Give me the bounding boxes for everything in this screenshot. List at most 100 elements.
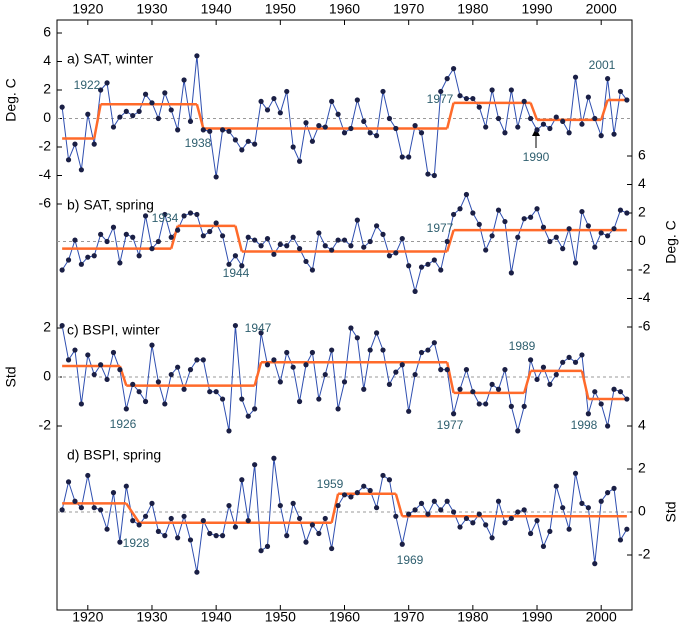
data-point	[444, 367, 450, 373]
annotation: 1934	[152, 211, 179, 225]
data-point	[483, 247, 489, 253]
data-point	[59, 507, 65, 513]
data-point	[187, 367, 194, 373]
data-point	[547, 238, 553, 245]
data-point	[252, 406, 258, 412]
data-point	[585, 223, 591, 229]
data-point	[187, 210, 194, 216]
data-point	[187, 118, 194, 124]
regime-shift	[92, 104, 102, 139]
data-point	[495, 386, 502, 392]
data-point	[200, 357, 206, 363]
data-point	[264, 362, 271, 368]
data-point	[457, 93, 463, 99]
x-tick-label-top: 1970	[393, 1, 424, 17]
data-point	[431, 498, 437, 504]
data-point	[450, 411, 457, 417]
regime-shift	[600, 99, 609, 121]
annotation: 1938	[185, 136, 212, 150]
y-tick-label: 6	[43, 24, 51, 40]
data-point	[335, 502, 341, 509]
data-point	[470, 389, 476, 395]
data-point	[258, 98, 264, 104]
series-line	[61, 325, 628, 433]
data-point	[168, 107, 174, 113]
y-tick-label: -2	[638, 546, 651, 562]
data-point	[239, 147, 245, 153]
y-tick-label: -6	[638, 318, 651, 334]
data-point	[117, 367, 123, 373]
data-point	[348, 494, 354, 500]
data-point	[354, 97, 360, 103]
data-point	[130, 234, 136, 240]
data-point	[245, 234, 251, 240]
data-point	[98, 507, 104, 513]
data-point	[579, 352, 585, 358]
data-point	[277, 502, 283, 509]
y-axis-label: Deg. C	[3, 78, 19, 122]
data-point	[271, 357, 277, 363]
data-point	[162, 533, 168, 539]
data-point	[264, 543, 271, 550]
data-point	[130, 381, 136, 387]
data-point	[560, 359, 566, 365]
data-point	[59, 322, 65, 329]
data-point	[226, 128, 232, 134]
data-point	[354, 217, 360, 223]
data-point	[104, 80, 110, 86]
data-point	[418, 130, 425, 136]
y-tick-label: -2	[39, 138, 52, 154]
data-point	[98, 87, 104, 93]
data-point	[418, 264, 425, 270]
data-point	[155, 238, 161, 245]
data-point	[572, 359, 579, 365]
x-tick-label-bottom: 1970	[393, 609, 424, 623]
data-point	[98, 362, 104, 368]
data-point	[245, 138, 251, 144]
data-point	[232, 253, 239, 259]
panel-title: d) BSPI, spring	[67, 447, 161, 463]
data-point	[418, 500, 425, 506]
data-point	[168, 515, 174, 522]
annotation: 1977	[427, 221, 454, 235]
panel-title: b) SAT, spring	[67, 197, 154, 213]
data-point	[521, 507, 527, 513]
data-point	[175, 364, 181, 370]
data-point	[155, 115, 161, 122]
data-point	[579, 121, 585, 127]
annotation: 1977	[437, 418, 464, 432]
data-point	[438, 267, 444, 273]
x-tick-label-top: 2000	[586, 1, 617, 17]
data-point	[585, 411, 591, 417]
x-tick-label-top: 1980	[457, 1, 488, 17]
data-point	[213, 389, 219, 395]
data-point	[425, 261, 431, 267]
x-tick-label-bottom: 1990	[521, 609, 552, 623]
data-point	[572, 260, 579, 266]
data-point	[348, 325, 354, 331]
data-point	[130, 518, 136, 524]
data-point	[239, 263, 245, 269]
data-point	[91, 141, 97, 147]
data-point	[361, 483, 367, 489]
data-point	[540, 364, 547, 370]
data-point	[502, 520, 508, 526]
data-point	[252, 141, 258, 147]
data-point	[194, 569, 200, 575]
data-point	[207, 389, 213, 395]
data-point	[540, 224, 547, 230]
data-point	[239, 396, 245, 402]
regime-shift	[125, 502, 141, 524]
data-point	[175, 127, 181, 133]
data-point	[162, 401, 168, 407]
data-point	[470, 210, 476, 216]
data-point	[528, 214, 534, 220]
y-tick-label: 2	[43, 81, 51, 97]
data-point	[425, 347, 431, 353]
data-point	[579, 208, 585, 215]
data-point	[406, 154, 412, 160]
y-tick-label: 2	[638, 460, 646, 476]
data-point	[566, 354, 572, 360]
data-point	[264, 236, 271, 242]
